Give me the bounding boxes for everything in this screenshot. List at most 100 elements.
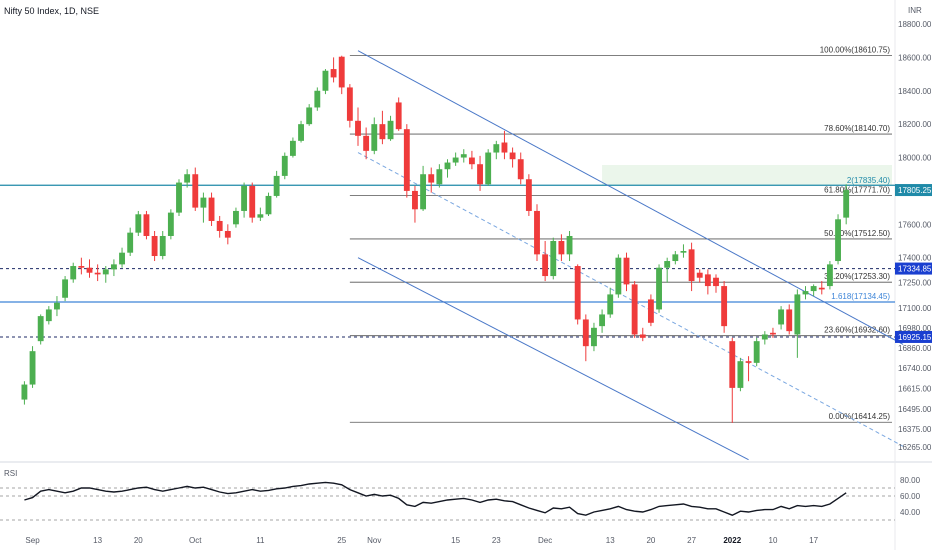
candle-body: [54, 302, 60, 310]
candle-body: [273, 175, 280, 196]
candle: [802, 286, 809, 300]
fib-label: 38.20%(17253.30): [824, 272, 890, 281]
price-tick-label: 17250.00: [898, 279, 932, 288]
fibonacci-levels: 100.00%(18610.75) 78.60%(18140.70) 61.80%(…: [349, 46, 892, 423]
candle-body: [428, 174, 435, 183]
candle: [485, 149, 492, 186]
candle-body: [78, 266, 85, 268]
candle-body: [119, 252, 125, 265]
time-tick-label: 11: [256, 536, 265, 545]
candle-body: [45, 309, 52, 322]
candle-body: [249, 185, 256, 218]
rsi-tick-label: 40.00: [900, 508, 921, 517]
candle: [224, 224, 231, 245]
candle-body: [680, 251, 687, 253]
candle: [200, 192, 207, 223]
candle: [54, 296, 60, 317]
candle: [753, 337, 760, 367]
candle: [346, 84, 353, 128]
channel-mid-line: [357, 152, 904, 447]
candle-body: [501, 142, 508, 153]
candle: [786, 304, 793, 335]
candle-body: [420, 174, 427, 210]
price-tag-label: 17805.25: [898, 186, 932, 195]
candle-body: [493, 144, 500, 153]
candle: [143, 210, 150, 240]
time-tick-label: 17: [809, 536, 818, 545]
rsi-tick-label: 80.00: [900, 476, 921, 485]
candle-body: [338, 56, 345, 88]
candle: [607, 287, 614, 318]
candle-body: [656, 267, 662, 310]
candle-body: [62, 279, 69, 298]
candle: [233, 207, 239, 228]
candle-body: [151, 235, 158, 257]
candle: [460, 149, 467, 163]
time-tick-label: 13: [93, 536, 102, 545]
rsi-pane: RSI 80.00 60.00 40.00: [0, 469, 921, 521]
candle-body: [330, 69, 337, 78]
candle: [70, 262, 77, 283]
candle: [330, 57, 337, 83]
candle-body: [452, 157, 459, 163]
candle-body: [778, 309, 785, 325]
candle-body: [224, 230, 231, 238]
currency-label: INR: [908, 6, 922, 15]
candle: [265, 192, 272, 216]
candle: [94, 264, 101, 282]
trend-channel: [357, 50, 904, 461]
candle-body: [737, 361, 744, 388]
candle-body: [436, 169, 443, 185]
candle: [550, 237, 557, 280]
candle-body: [110, 264, 117, 270]
price-tick-label: 18000.00: [898, 154, 932, 163]
candle-body: [647, 299, 654, 323]
candle-body: [216, 220, 223, 231]
candle: [770, 327, 776, 338]
time-axis: Sep 13 20 Oct 11 25 Nov 15 23 Dec 13 20 27 2022 10 17: [25, 536, 818, 545]
rsi-tick-label: 60.00: [900, 492, 921, 501]
candle-body: [444, 162, 451, 170]
candle-body: [371, 124, 378, 151]
price-tick-label: 17100.00: [898, 304, 932, 313]
price-tick-label: 18600.00: [898, 53, 932, 62]
candle-body: [29, 351, 36, 385]
candle: [826, 261, 833, 290]
candle: [289, 137, 296, 158]
candle-body: [412, 190, 418, 210]
time-tick-label: Oct: [189, 536, 202, 545]
candle: [216, 215, 223, 238]
candle-body: [574, 266, 581, 320]
candle: [363, 127, 370, 160]
fib-highlight-band: [602, 164, 892, 186]
candle: [761, 331, 768, 345]
price-tag-box: [895, 262, 932, 275]
candle: [257, 207, 264, 221]
time-tick-label: 13: [606, 536, 615, 545]
candle-body: [346, 87, 353, 121]
candlestick-series: [21, 55, 850, 423]
candle-body: [745, 361, 752, 363]
candle: [306, 104, 313, 126]
candle-body: [566, 235, 573, 255]
candle: [273, 170, 280, 198]
candle-body: [403, 129, 410, 191]
candle: [159, 230, 166, 260]
candle-body: [582, 319, 589, 347]
candle: [623, 252, 630, 292]
candle-body: [591, 327, 597, 347]
price-tick-label: 16375.00: [898, 425, 932, 434]
candle: [338, 55, 345, 95]
candle: [110, 259, 117, 277]
candle: [127, 227, 134, 257]
candle: [29, 346, 36, 388]
fib-label: 61.80%(17771.70): [824, 186, 890, 195]
candle: [184, 169, 191, 188]
candle: [574, 264, 581, 325]
candle: [818, 281, 825, 295]
candle-body: [485, 152, 492, 185]
candle: [631, 281, 638, 338]
candle-body: [314, 90, 321, 108]
